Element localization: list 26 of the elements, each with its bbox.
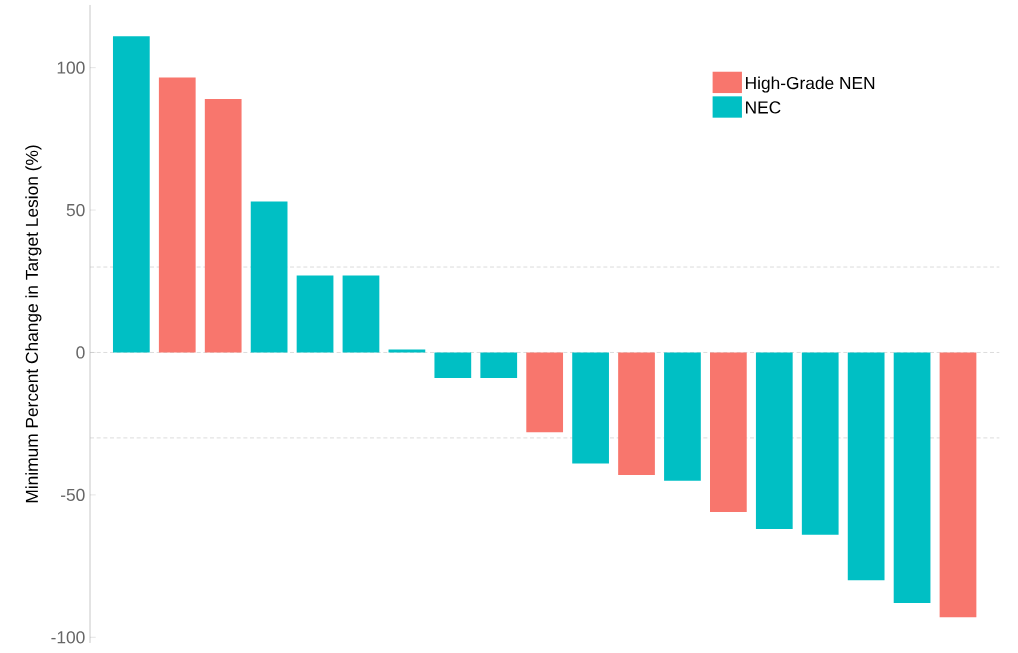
bar xyxy=(664,352,701,481)
bar xyxy=(572,352,609,464)
bar xyxy=(526,352,564,433)
bar xyxy=(755,352,793,530)
bar xyxy=(296,275,334,353)
y-tick-label: -100 xyxy=(51,631,85,644)
y-tick-label: 0 xyxy=(76,346,85,359)
bar xyxy=(158,77,196,353)
y-tick-label: 100 xyxy=(57,61,85,74)
bar xyxy=(801,352,839,535)
bar xyxy=(112,36,150,353)
bar xyxy=(434,352,472,379)
bar xyxy=(618,352,655,475)
y-tick-label: -50 xyxy=(61,488,85,502)
legend-label: High-Grade NEN xyxy=(746,76,875,93)
bar xyxy=(939,352,977,618)
bar xyxy=(847,352,885,581)
bar xyxy=(342,275,380,353)
bar xyxy=(204,98,242,353)
bar xyxy=(893,352,931,604)
y-axis-title: Minimum Percent Change in Target Lesion (%) xyxy=(25,145,42,503)
y-tick-label: 50 xyxy=(66,203,85,217)
legend-label: NEC xyxy=(746,101,781,114)
bar xyxy=(710,352,747,512)
bar xyxy=(250,201,288,353)
bar xyxy=(480,352,518,379)
